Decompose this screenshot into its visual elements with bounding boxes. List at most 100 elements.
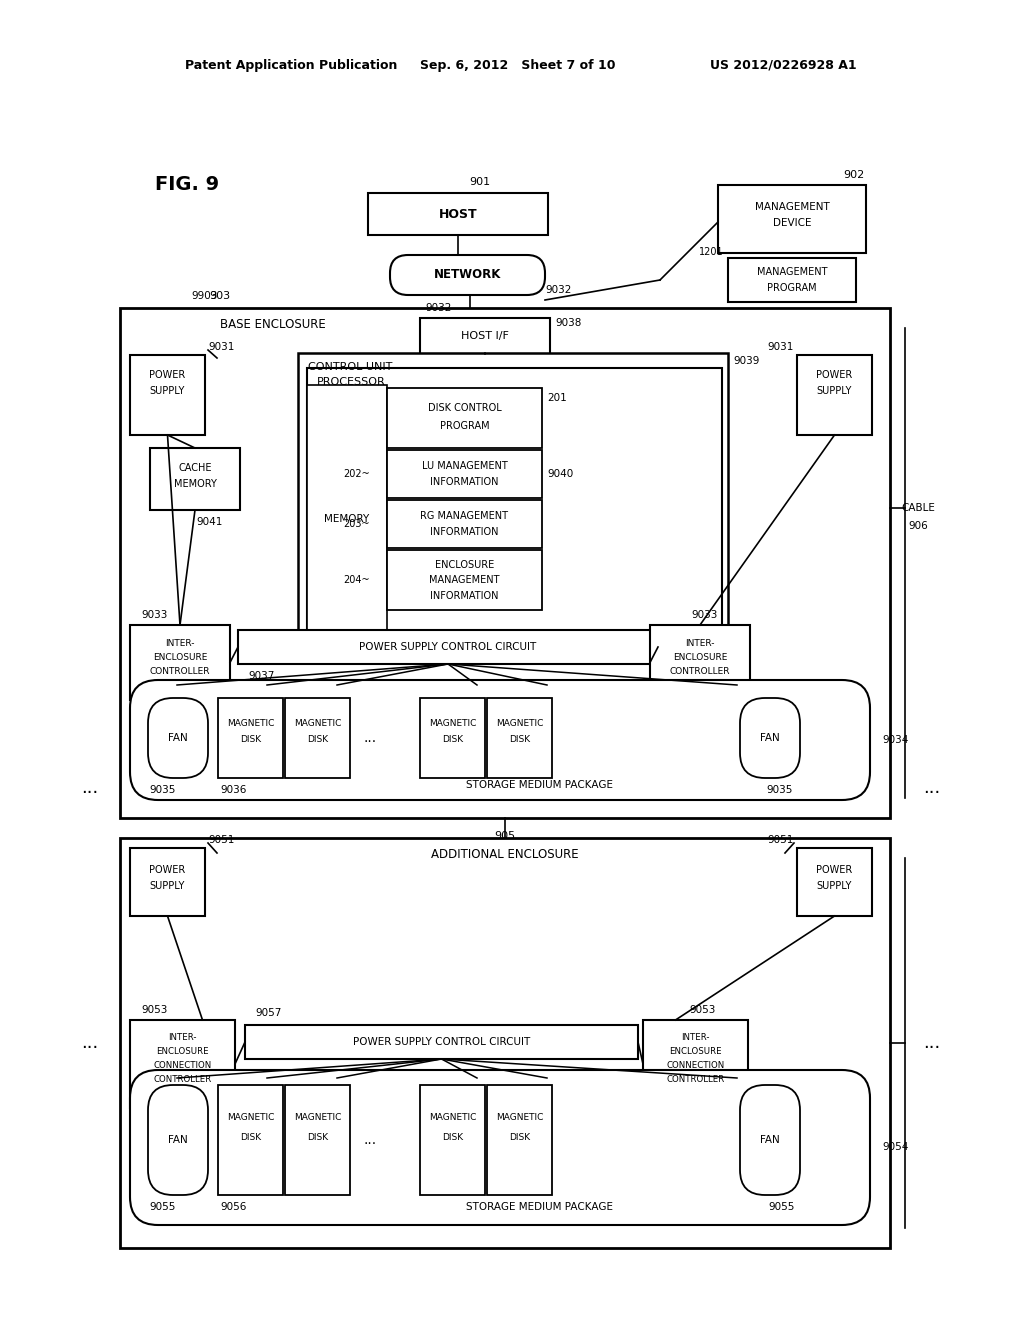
Text: 902: 902 [843,170,864,180]
Text: HOST I/F: HOST I/F [461,331,509,341]
Text: CONTROLLER: CONTROLLER [670,667,730,676]
Text: 9032: 9032 [425,304,452,313]
Text: MAGNETIC: MAGNETIC [429,718,476,727]
Text: DISK: DISK [307,1133,328,1142]
Bar [368,193,548,235]
Text: ENCLOSURE: ENCLOSURE [673,652,727,661]
Text: POWER: POWER [150,865,185,875]
Text: INTER-: INTER- [685,639,715,648]
Text: DISK: DISK [307,735,328,744]
Text: MAGNETIC: MAGNETIC [496,718,543,727]
Text: INTER-: INTER- [681,1034,710,1043]
Bar [387,550,542,610]
Bar [218,698,283,777]
Text: 9056: 9056 [220,1203,247,1212]
Text: ...: ... [364,1133,377,1147]
Text: SUPPLY: SUPPLY [817,880,852,891]
Text: NETWORK: NETWORK [434,268,501,281]
Text: 905: 905 [495,832,515,841]
Text: ...: ... [81,1034,98,1052]
Text: MANAGEMENT: MANAGEMENT [757,267,827,277]
Text: 9055: 9055 [150,1203,176,1212]
Text: ...: ... [81,779,98,797]
Text: FIG. 9: FIG. 9 [155,176,219,194]
Text: US 2012/0226928 A1: US 2012/0226928 A1 [710,58,857,71]
Bar [238,630,658,664]
Text: ...: ... [924,1034,941,1052]
FancyBboxPatch shape [148,698,208,777]
Text: ENCLOSURE: ENCLOSURE [435,560,495,570]
Text: MAGNETIC: MAGNETIC [429,1114,476,1122]
Bar [420,698,485,777]
Bar [130,355,205,436]
Text: 9051: 9051 [768,836,794,845]
Text: 9031: 9031 [768,342,794,352]
Text: MEMORY: MEMORY [173,479,216,488]
Bar [285,698,350,777]
Bar [420,318,550,354]
Text: 204~: 204~ [344,576,371,585]
Bar [130,624,230,700]
Text: DISK: DISK [442,735,463,744]
FancyBboxPatch shape [740,698,800,777]
Text: ADDITIONAL ENCLOSURE: ADDITIONAL ENCLOSURE [431,847,579,861]
Text: DISK CONTROL: DISK CONTROL [428,403,502,413]
Text: FAN: FAN [168,733,187,743]
Bar [387,388,542,447]
Text: POWER SUPPLY CONTROL CIRCUIT: POWER SUPPLY CONTROL CIRCUIT [359,642,537,652]
Text: RG MANAGEMENT: RG MANAGEMENT [421,511,509,521]
Text: SUPPLY: SUPPLY [150,385,185,396]
Text: POWER: POWER [150,370,185,380]
Text: 9035: 9035 [767,785,794,795]
Text: ENCLOSURE: ENCLOSURE [153,652,207,661]
Bar [420,1085,485,1195]
Text: MAGNETIC: MAGNETIC [496,1114,543,1122]
FancyBboxPatch shape [148,1085,208,1195]
Text: 9035: 9035 [150,785,176,795]
Text: 201: 201 [547,393,566,403]
Text: PROGRAM: PROGRAM [767,282,817,293]
Bar [487,698,552,777]
Text: MAGNETIC: MAGNETIC [226,1114,274,1122]
Text: 202~: 202~ [344,469,371,479]
Bar [285,1085,350,1195]
Text: ...: ... [924,779,941,797]
Bar [650,624,750,700]
Text: INTER-: INTER- [165,639,195,648]
Bar [307,368,722,657]
Text: 203~: 203~ [344,519,371,529]
Text: STORAGE MEDIUM PACKAGE: STORAGE MEDIUM PACKAGE [467,1203,613,1212]
Text: POWER SUPPLY CONTROL CIRCUIT: POWER SUPPLY CONTROL CIRCUIT [353,1038,530,1047]
Text: DISK: DISK [509,735,530,744]
Text: POWER: POWER [816,865,853,875]
Text: DISK: DISK [240,1133,261,1142]
Text: BASE ENCLOSURE: BASE ENCLOSURE [220,318,326,330]
Text: 906: 906 [908,521,928,531]
Bar [387,500,542,548]
Text: 9041: 9041 [197,517,223,527]
Text: 9031: 9031 [208,342,234,352]
Text: DISK: DISK [240,735,261,744]
Text: 9057: 9057 [255,1008,282,1018]
Text: MEMORY: MEMORY [325,513,370,524]
Text: 9033: 9033 [141,610,168,620]
Text: STORAGE MEDIUM PACKAGE: STORAGE MEDIUM PACKAGE [467,780,613,789]
Bar [797,355,872,436]
Text: INFORMATION: INFORMATION [430,591,499,601]
Text: 9034: 9034 [882,735,908,744]
Text: CONTROLLER: CONTROLLER [667,1076,725,1085]
Text: MAGNETIC: MAGNETIC [294,718,341,727]
Text: ENCLOSURE: ENCLOSURE [157,1048,209,1056]
Text: ...: ... [364,731,377,744]
Text: INFORMATION: INFORMATION [430,477,499,487]
Text: ENCLOSURE: ENCLOSURE [670,1048,722,1056]
Text: HOST: HOST [438,207,477,220]
Text: 1201: 1201 [699,247,724,257]
Text: 9051: 9051 [208,836,234,845]
Text: DEVICE: DEVICE [773,218,811,228]
Bar [487,1085,552,1195]
Bar [718,185,866,253]
Bar [643,1020,748,1107]
Text: 9033: 9033 [692,610,718,620]
Text: INFORMATION: INFORMATION [430,527,499,537]
